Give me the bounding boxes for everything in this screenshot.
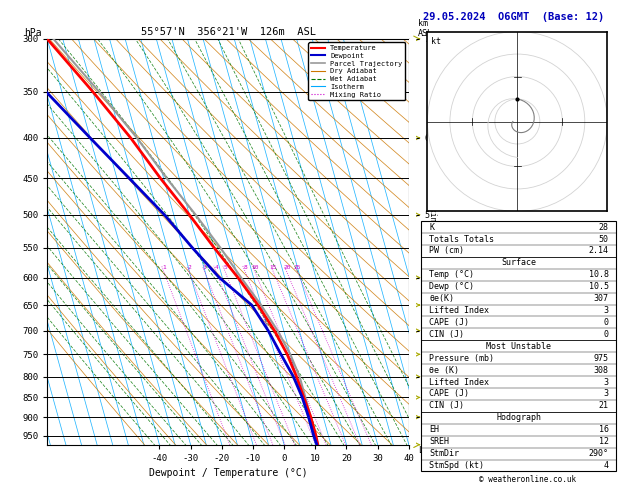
Text: 10.5: 10.5 [589, 282, 609, 291]
Text: Temp (°C): Temp (°C) [429, 270, 474, 279]
Text: 308: 308 [594, 365, 609, 375]
Text: 0: 0 [604, 318, 609, 327]
Text: K: K [429, 223, 434, 232]
Text: Dewp (°C): Dewp (°C) [429, 282, 474, 291]
Text: 29.05.2024  O6GMT  (Base: 12): 29.05.2024 O6GMT (Base: 12) [423, 12, 604, 22]
Bar [421, 388, 616, 400]
Bar [421, 424, 616, 435]
Bar [421, 257, 616, 269]
Text: 25: 25 [294, 265, 301, 270]
Bar [421, 412, 616, 424]
Text: CIN (J): CIN (J) [429, 330, 464, 339]
Text: θe (K): θe (K) [429, 365, 459, 375]
Bar [421, 269, 616, 281]
Bar [421, 221, 616, 233]
Bar [421, 435, 616, 448]
Text: 10: 10 [251, 265, 259, 270]
Text: LCL: LCL [418, 446, 433, 455]
Text: Totals Totals: Totals Totals [429, 235, 494, 243]
Text: 1: 1 [162, 265, 165, 270]
Text: CIN (J): CIN (J) [429, 401, 464, 410]
Text: kt: kt [431, 37, 441, 46]
Text: PW (cm): PW (cm) [429, 246, 464, 256]
Text: 21: 21 [599, 401, 609, 410]
Legend: Temperature, Dewpoint, Parcel Trajectory, Dry Adiabat, Wet Adiabat, Isotherm, Mi: Temperature, Dewpoint, Parcel Trajectory… [308, 42, 405, 100]
Text: hPa: hPa [24, 28, 42, 37]
Text: 4: 4 [214, 265, 218, 270]
Text: 12: 12 [599, 437, 609, 446]
Text: 975: 975 [594, 354, 609, 363]
Text: 15: 15 [270, 265, 277, 270]
Text: StmDir: StmDir [429, 449, 459, 458]
Text: Hodograph: Hodograph [496, 413, 542, 422]
Text: SREH: SREH [429, 437, 449, 446]
Text: 20: 20 [283, 265, 291, 270]
Title: 55°57'N  356°21'W  126m  ASL: 55°57'N 356°21'W 126m ASL [140, 27, 316, 37]
Text: 307: 307 [594, 294, 609, 303]
Text: 4: 4 [604, 461, 609, 470]
Text: CAPE (J): CAPE (J) [429, 318, 469, 327]
Bar [421, 281, 616, 293]
Text: km
ASL: km ASL [418, 19, 433, 37]
Bar [421, 448, 616, 459]
Bar [421, 352, 616, 364]
Bar [421, 245, 616, 257]
Text: 10.8: 10.8 [589, 270, 609, 279]
Text: 8: 8 [243, 265, 247, 270]
Text: Lifted Index: Lifted Index [429, 378, 489, 386]
Text: 5: 5 [223, 265, 227, 270]
Bar [421, 400, 616, 412]
Text: 2: 2 [187, 265, 191, 270]
Text: 3: 3 [203, 265, 206, 270]
Bar [421, 459, 616, 471]
Text: 3: 3 [604, 306, 609, 315]
Y-axis label: Mixing Ratio (g/kg): Mixing Ratio (g/kg) [428, 198, 437, 286]
Text: © weatheronline.co.uk: © weatheronline.co.uk [479, 474, 576, 484]
Text: Surface: Surface [501, 259, 537, 267]
Text: Pressure (mb): Pressure (mb) [429, 354, 494, 363]
Text: 28: 28 [599, 223, 609, 232]
Text: θe(K): θe(K) [429, 294, 454, 303]
Text: 0: 0 [604, 330, 609, 339]
Text: 3: 3 [604, 389, 609, 399]
Text: Lifted Index: Lifted Index [429, 306, 489, 315]
Bar [421, 376, 616, 388]
Text: 3: 3 [604, 378, 609, 386]
Text: StmSpd (kt): StmSpd (kt) [429, 461, 484, 470]
Text: 290°: 290° [589, 449, 609, 458]
Text: 16: 16 [599, 425, 609, 434]
X-axis label: Dewpoint / Temperature (°C): Dewpoint / Temperature (°C) [148, 469, 308, 478]
Text: 50: 50 [599, 235, 609, 243]
Bar [421, 364, 616, 376]
Bar [421, 316, 616, 329]
Bar [421, 293, 616, 305]
Bar [421, 340, 616, 352]
Text: 2.14: 2.14 [589, 246, 609, 256]
Bar [421, 233, 616, 245]
Bar [421, 305, 616, 316]
Text: EH: EH [429, 425, 439, 434]
Bar [421, 329, 616, 340]
Text: CAPE (J): CAPE (J) [429, 389, 469, 399]
Text: Most Unstable: Most Unstable [486, 342, 552, 351]
